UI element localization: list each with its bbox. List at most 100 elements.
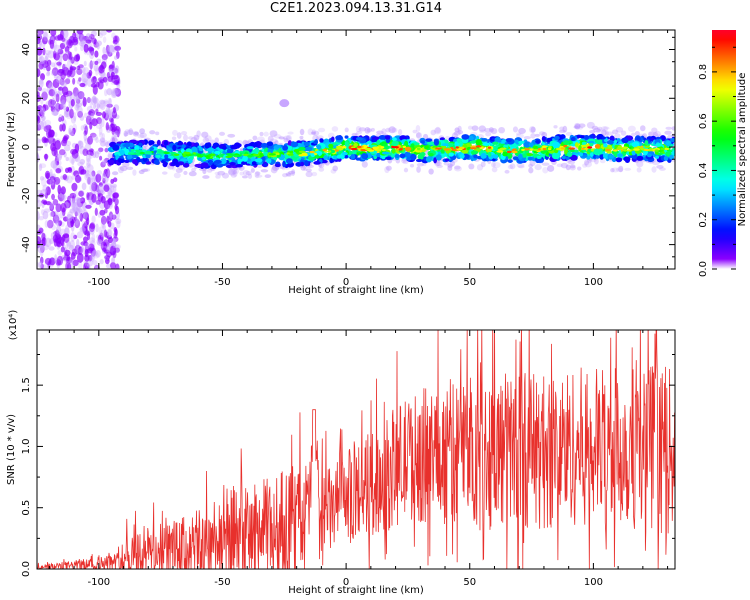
ridge-cell bbox=[636, 136, 641, 141]
haze-speckle bbox=[534, 164, 542, 171]
noise-speckle bbox=[69, 244, 74, 251]
haze-speckle bbox=[569, 165, 576, 171]
noise-speckle bbox=[58, 86, 64, 91]
ridge-peak bbox=[523, 148, 530, 151]
haze-speckle bbox=[498, 126, 506, 134]
noise-speckle bbox=[77, 161, 84, 167]
haze-speckle bbox=[278, 136, 285, 140]
noise-speckle bbox=[48, 88, 55, 97]
noise-speckle bbox=[106, 103, 113, 108]
noise-speckle bbox=[95, 81, 100, 88]
haze-speckle bbox=[126, 129, 134, 136]
haze-speckle bbox=[311, 129, 317, 136]
haze-speckle bbox=[652, 160, 660, 166]
noise-speckle bbox=[98, 119, 103, 127]
ridge-cell bbox=[252, 149, 260, 153]
ridge-peak bbox=[605, 148, 611, 152]
ridge-cell bbox=[433, 157, 438, 164]
noise-speckle bbox=[47, 50, 55, 59]
ridge-cell bbox=[435, 154, 442, 161]
haze-speckle bbox=[430, 129, 437, 136]
ridge-cell bbox=[616, 153, 623, 158]
noise-speckle bbox=[105, 30, 113, 33]
ridge-cell bbox=[655, 143, 662, 148]
ridge-cell bbox=[229, 162, 236, 166]
ridge-cell bbox=[352, 149, 357, 156]
noise-speckle bbox=[86, 97, 91, 104]
noise-speckle bbox=[104, 208, 108, 214]
noise-speckle bbox=[60, 94, 67, 105]
haze-speckle bbox=[443, 161, 450, 166]
noise-speckle bbox=[37, 243, 45, 254]
ridge-peak bbox=[225, 155, 233, 158]
y-tick-label: 40 bbox=[21, 43, 32, 56]
haze-speckle bbox=[523, 136, 532, 140]
ridge-cell bbox=[285, 158, 293, 164]
ridge-cell bbox=[381, 151, 390, 155]
noise-speckle bbox=[58, 220, 63, 226]
haze-speckle bbox=[214, 137, 219, 144]
noise-speckle bbox=[91, 177, 96, 185]
noise-speckle bbox=[84, 172, 91, 181]
noise-speckle bbox=[41, 88, 48, 94]
haze-speckle bbox=[111, 171, 119, 176]
noise-speckle bbox=[103, 184, 110, 192]
noise-speckle bbox=[64, 249, 71, 257]
noise-speckle bbox=[86, 162, 91, 168]
noise-speckle bbox=[80, 169, 87, 175]
noise-speckle bbox=[40, 73, 45, 81]
noise-speckle bbox=[37, 199, 43, 208]
haze-speckle bbox=[217, 170, 226, 176]
haze-speckle bbox=[206, 168, 213, 173]
noise-speckle bbox=[65, 262, 69, 269]
noise-speckle bbox=[44, 138, 49, 144]
noise-speckle bbox=[95, 136, 99, 144]
bottom-plot-frame bbox=[36, 329, 676, 570]
noise-speckle bbox=[116, 84, 121, 89]
noise-speckle bbox=[81, 220, 87, 228]
colorbar-tick-label: 0.4 bbox=[698, 162, 709, 178]
noise-speckle bbox=[87, 135, 94, 145]
haze-speckle bbox=[556, 163, 563, 168]
noise-speckle bbox=[59, 101, 65, 109]
noise-speckle bbox=[45, 53, 49, 62]
ridge-peak bbox=[275, 152, 280, 156]
noise-speckle bbox=[72, 36, 78, 43]
ridge-peak bbox=[211, 153, 216, 157]
haze-speckle bbox=[488, 127, 494, 133]
noise-speckle bbox=[69, 208, 76, 214]
noise-speckle bbox=[102, 221, 106, 230]
noise-speckle bbox=[74, 46, 78, 52]
haze-speckle bbox=[648, 131, 653, 137]
haze-speckle bbox=[385, 165, 392, 171]
noise-speckle bbox=[74, 174, 82, 184]
noise-speckle bbox=[51, 67, 59, 76]
ridge-cell bbox=[353, 142, 358, 148]
noise-speckle bbox=[86, 157, 92, 167]
noise-speckle bbox=[63, 110, 69, 118]
noise-speckle bbox=[38, 215, 45, 221]
ridge-peak bbox=[643, 148, 650, 152]
ridge-cell bbox=[589, 142, 594, 147]
haze-speckle bbox=[391, 127, 398, 133]
noise-speckle bbox=[107, 97, 112, 104]
ridge-cell bbox=[480, 152, 487, 159]
ridge-peak bbox=[487, 146, 492, 149]
noise-speckle bbox=[86, 97, 92, 103]
noise-speckle bbox=[56, 255, 64, 266]
noise-speckle bbox=[41, 115, 46, 121]
noise-speckle bbox=[61, 102, 65, 108]
noise-speckle bbox=[82, 67, 90, 76]
noise-speckle bbox=[78, 209, 82, 220]
haze-speckle bbox=[142, 144, 149, 148]
ridge-cell bbox=[129, 139, 138, 144]
ridge-cell bbox=[406, 157, 412, 161]
haze-speckle bbox=[283, 137, 289, 143]
noise-speckle bbox=[85, 169, 90, 179]
ridge-cell bbox=[518, 140, 525, 145]
ridge-peak bbox=[334, 149, 340, 152]
noise-speckle bbox=[80, 44, 85, 51]
ridge-peak bbox=[622, 146, 629, 149]
ridge-peak bbox=[357, 145, 362, 149]
noise-speckle bbox=[100, 61, 107, 69]
